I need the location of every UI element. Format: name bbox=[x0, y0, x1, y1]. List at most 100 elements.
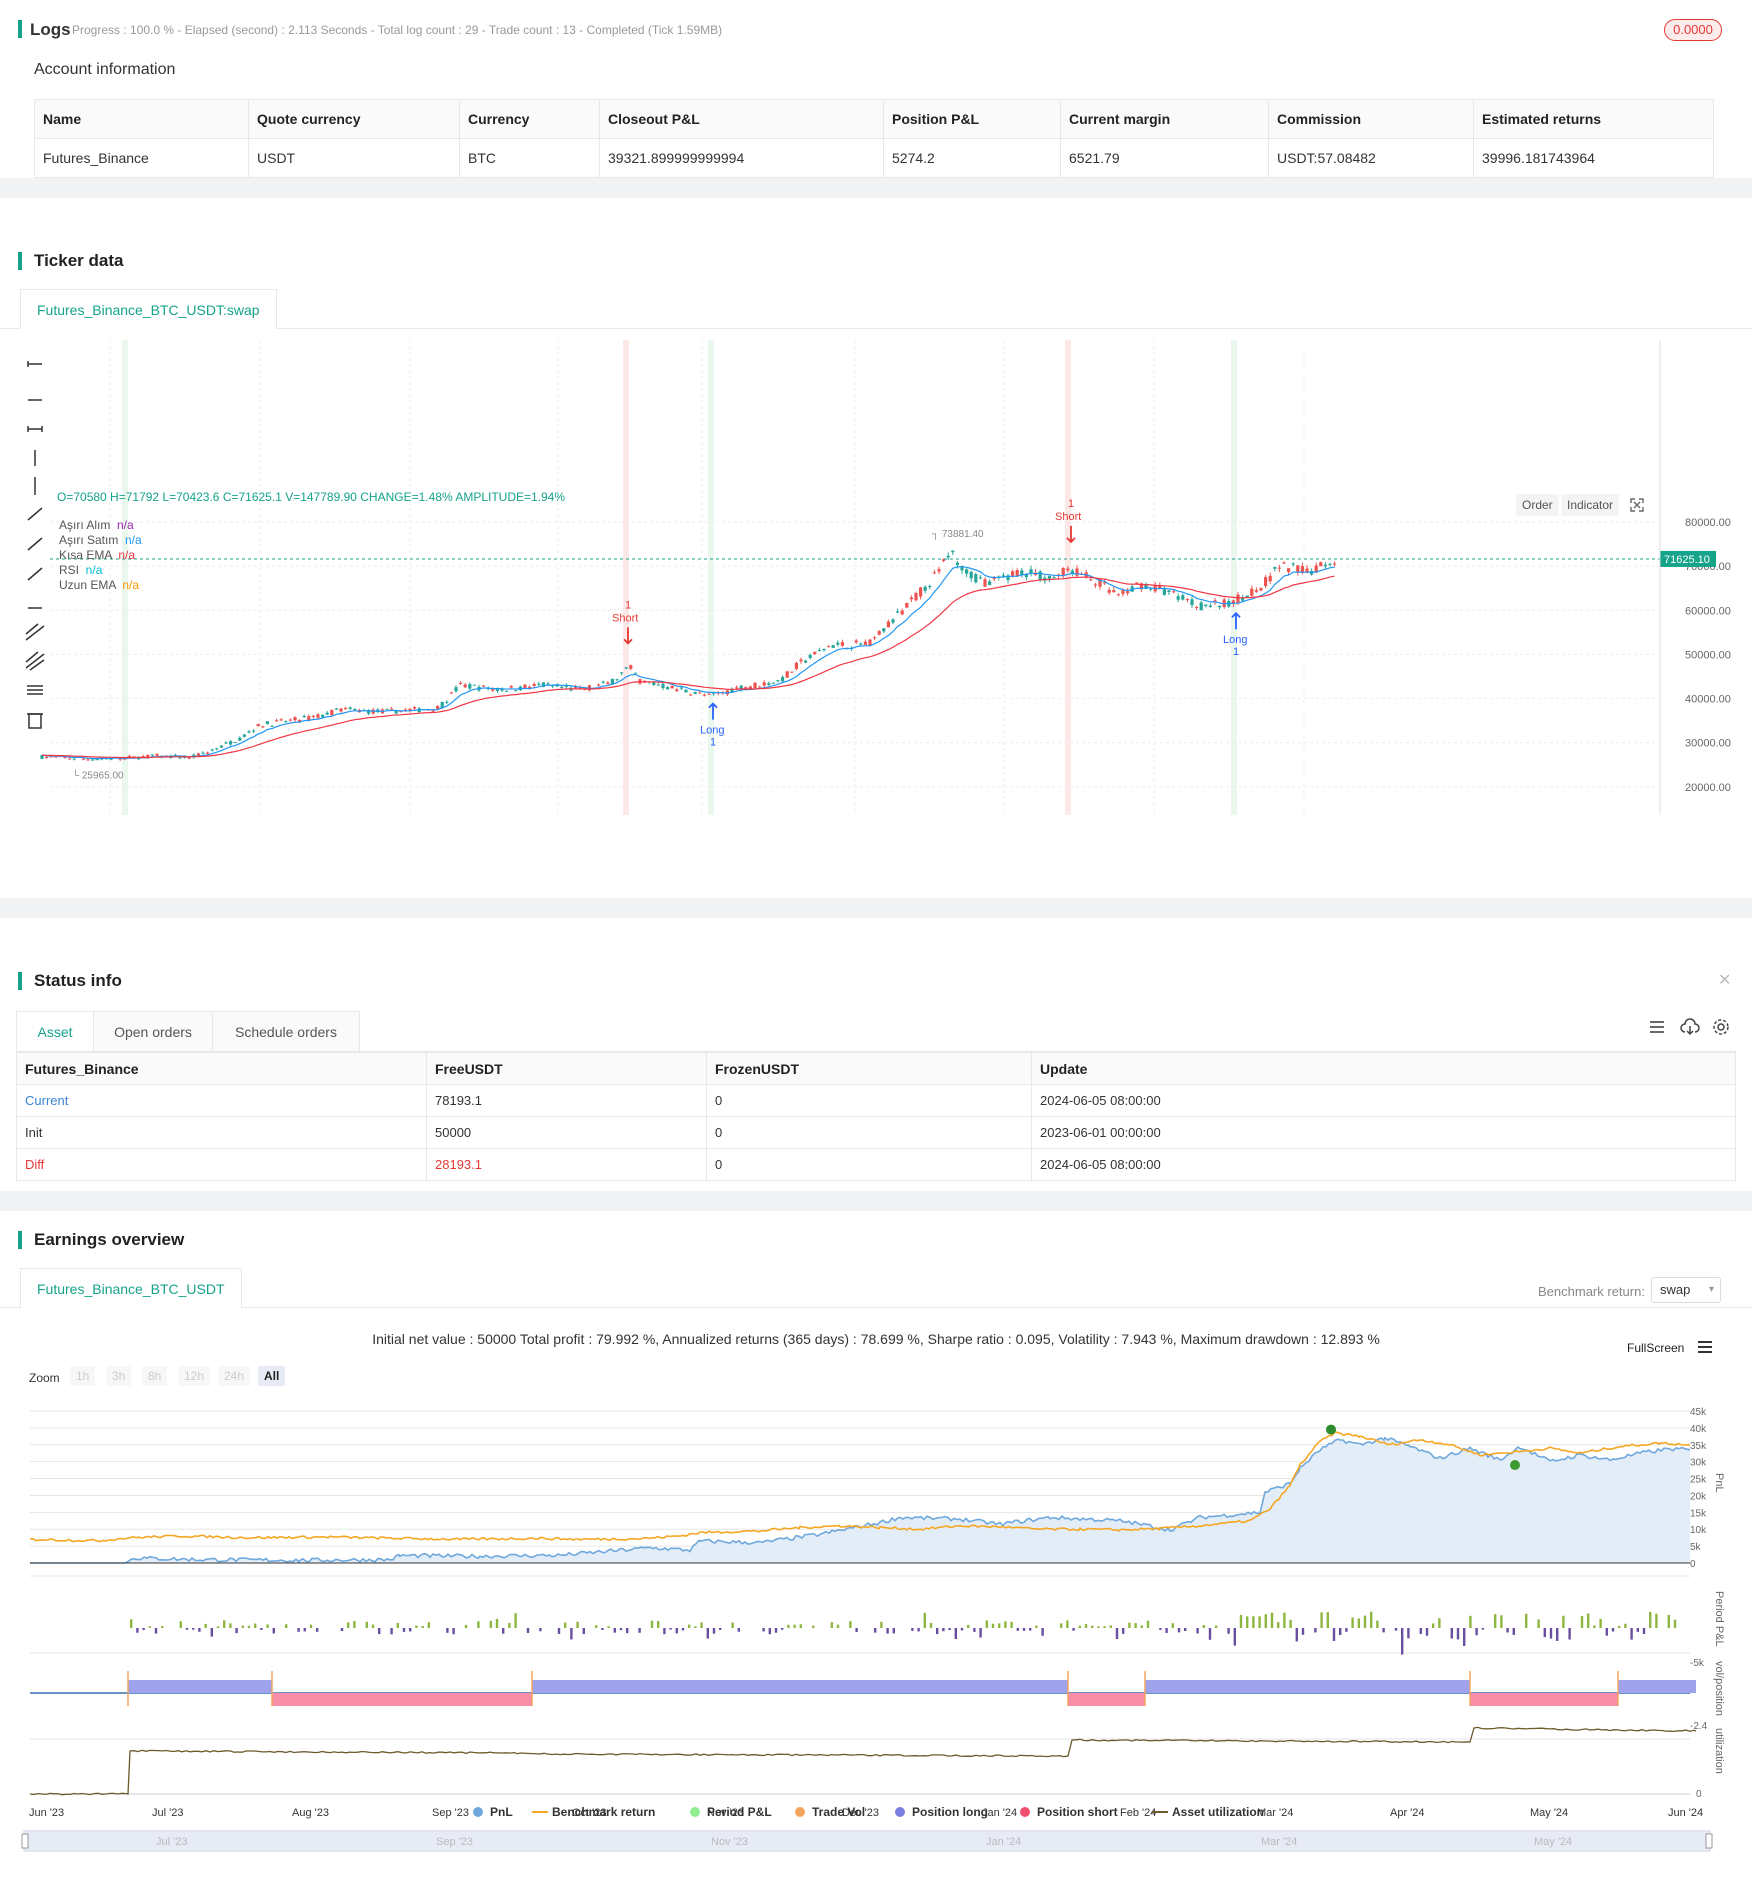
indicator-legend-item[interactable]: Aşırı Satım n/a bbox=[59, 533, 142, 548]
account-header: Currency bbox=[459, 99, 600, 139]
position-long-bar bbox=[128, 1680, 272, 1693]
cloud-download-icon[interactable] bbox=[1680, 1018, 1700, 1036]
tab-asset[interactable]: Asset bbox=[16, 1011, 94, 1051]
navigator-tick-label: May '24 bbox=[1534, 1836, 1572, 1848]
indicator-legend-item[interactable]: Kısa EMA n/a bbox=[59, 548, 142, 563]
period-pnl-bar bbox=[799, 1624, 802, 1628]
close-icon[interactable]: ✕ bbox=[1718, 972, 1732, 989]
candle bbox=[215, 748, 219, 750]
indicator-legend-item[interactable]: Uzun EMA n/a bbox=[59, 578, 142, 593]
navigator-handle-right[interactable] bbox=[1705, 1833, 1713, 1849]
tab-earnings-symbol[interactable]: Futures_Binance_BTC_USDT bbox=[20, 1268, 242, 1308]
indicator-button[interactable]: Indicator bbox=[1561, 494, 1620, 516]
expand-icon[interactable] bbox=[1630, 498, 1644, 512]
period-pnl-bar bbox=[1568, 1628, 1571, 1640]
indicator-name: Aşırı Alım bbox=[59, 518, 111, 532]
candle bbox=[1245, 595, 1249, 598]
period-pnl-bar bbox=[1587, 1613, 1590, 1628]
tab-ticker-symbol[interactable]: Futures_Binance_BTC_USDT:swap bbox=[20, 289, 277, 329]
order-button[interactable]: Order bbox=[1516, 494, 1559, 516]
navigator-handle-left[interactable] bbox=[21, 1833, 29, 1849]
candle bbox=[1098, 578, 1102, 587]
benchmark-label: Benchmark return: bbox=[1538, 1284, 1645, 1299]
candle bbox=[196, 753, 200, 757]
candle bbox=[896, 611, 900, 613]
earnings-tab-line bbox=[0, 1307, 1752, 1308]
period-pnl-bar bbox=[954, 1628, 957, 1639]
candle bbox=[468, 684, 472, 689]
candle bbox=[1149, 588, 1153, 590]
zoom-option-8h[interactable]: 8h bbox=[142, 1366, 168, 1386]
candle bbox=[445, 701, 449, 703]
period-pnl-bar bbox=[247, 1625, 251, 1628]
candle bbox=[988, 581, 992, 586]
period-pnl-bar bbox=[260, 1628, 263, 1630]
candle bbox=[311, 715, 315, 717]
indicator-legend-item[interactable]: RSI n/a bbox=[59, 563, 142, 578]
candle bbox=[1231, 600, 1235, 604]
period-pnl-bar bbox=[1072, 1628, 1075, 1631]
long-signal-label: Long bbox=[700, 725, 724, 737]
period-pnl-bar bbox=[402, 1628, 406, 1632]
period-pnl-bar bbox=[781, 1628, 784, 1630]
candle bbox=[109, 758, 113, 760]
candle bbox=[408, 708, 412, 711]
settings-gear-icon[interactable] bbox=[1712, 1018, 1730, 1036]
signal-count: 1 bbox=[625, 599, 631, 611]
period-pnl-bar bbox=[204, 1623, 207, 1628]
period-pnl-bar bbox=[1363, 1615, 1367, 1628]
candle bbox=[776, 680, 780, 682]
tab-schedule-orders[interactable]: Schedule orders bbox=[212, 1011, 360, 1051]
zoom-option-12h[interactable]: 12h bbox=[178, 1366, 211, 1386]
period-pnl-bar bbox=[601, 1628, 604, 1630]
menu-icon[interactable] bbox=[1696, 1339, 1714, 1355]
candle bbox=[955, 562, 959, 565]
indicator-legend-item[interactable]: Aşırı Alım n/a bbox=[59, 518, 142, 533]
period-pnl-bar bbox=[1177, 1628, 1181, 1633]
candle bbox=[831, 645, 835, 648]
zoom-option-all[interactable]: All bbox=[258, 1366, 286, 1386]
period-pnl-bar bbox=[1010, 1621, 1013, 1628]
candle bbox=[813, 651, 817, 655]
account-cell: USDT bbox=[248, 138, 460, 178]
candle bbox=[1144, 584, 1148, 590]
navigator-selection[interactable] bbox=[24, 1831, 1710, 1851]
navigator-tick-label: Jan '24 bbox=[986, 1836, 1021, 1848]
signal-count: 1 bbox=[710, 737, 716, 749]
list-icon[interactable] bbox=[1648, 1018, 1666, 1036]
period-pnl-bar bbox=[1078, 1625, 1081, 1628]
candle bbox=[1268, 575, 1272, 582]
period-pnl-bar bbox=[663, 1628, 666, 1635]
period-pnl-bar bbox=[1295, 1628, 1298, 1642]
benchmark-select-value: swap bbox=[1660, 1282, 1691, 1297]
period-pnl-bar bbox=[1320, 1612, 1323, 1628]
zoom-option-24h[interactable]: 24h bbox=[218, 1366, 251, 1386]
fullscreen-button[interactable]: FullScreen bbox=[1627, 1341, 1685, 1355]
asset-cell: 78193.1 bbox=[426, 1084, 707, 1117]
asset-header-row: Futures_Binance FreeUSDT FrozenUSDT Update bbox=[16, 1052, 1736, 1085]
period-pnl-bar bbox=[557, 1628, 561, 1634]
candle bbox=[454, 687, 458, 692]
axis-tick-label: Jun '23 bbox=[29, 1807, 64, 1819]
indicator-name: Kısa EMA bbox=[59, 548, 112, 562]
candle bbox=[495, 688, 499, 691]
zoom-option-1h[interactable]: 1h bbox=[70, 1366, 96, 1386]
axis-tick-label: 5k bbox=[1690, 1542, 1702, 1553]
ticker-title: Ticker data bbox=[18, 252, 123, 270]
zoom-option-3h[interactable]: 3h bbox=[106, 1366, 132, 1386]
period-pnl-bar bbox=[1171, 1623, 1174, 1628]
period-pnl-bar bbox=[1599, 1618, 1602, 1628]
axis-tick-label: 0 bbox=[1696, 1789, 1702, 1800]
benchmark-select[interactable]: swap ▾ bbox=[1651, 1277, 1721, 1303]
earnings-chart[interactable]: 45k 40k 35k 30k 25k 20k 15k 10k 5k 0 PnL -5k Period … bbox=[0, 1401, 1752, 1892]
period-pnl-bar bbox=[576, 1621, 579, 1628]
period-pnl-bar bbox=[1376, 1620, 1379, 1628]
period-pnl-bar bbox=[681, 1628, 685, 1631]
drawing-tools-icons[interactable] bbox=[24, 350, 46, 770]
short-signal-label: Short bbox=[612, 612, 638, 624]
candle bbox=[822, 648, 826, 651]
candle bbox=[712, 692, 716, 694]
tab-open-orders[interactable]: Open orders bbox=[93, 1011, 213, 1051]
period-pnl-bar bbox=[1605, 1628, 1608, 1636]
